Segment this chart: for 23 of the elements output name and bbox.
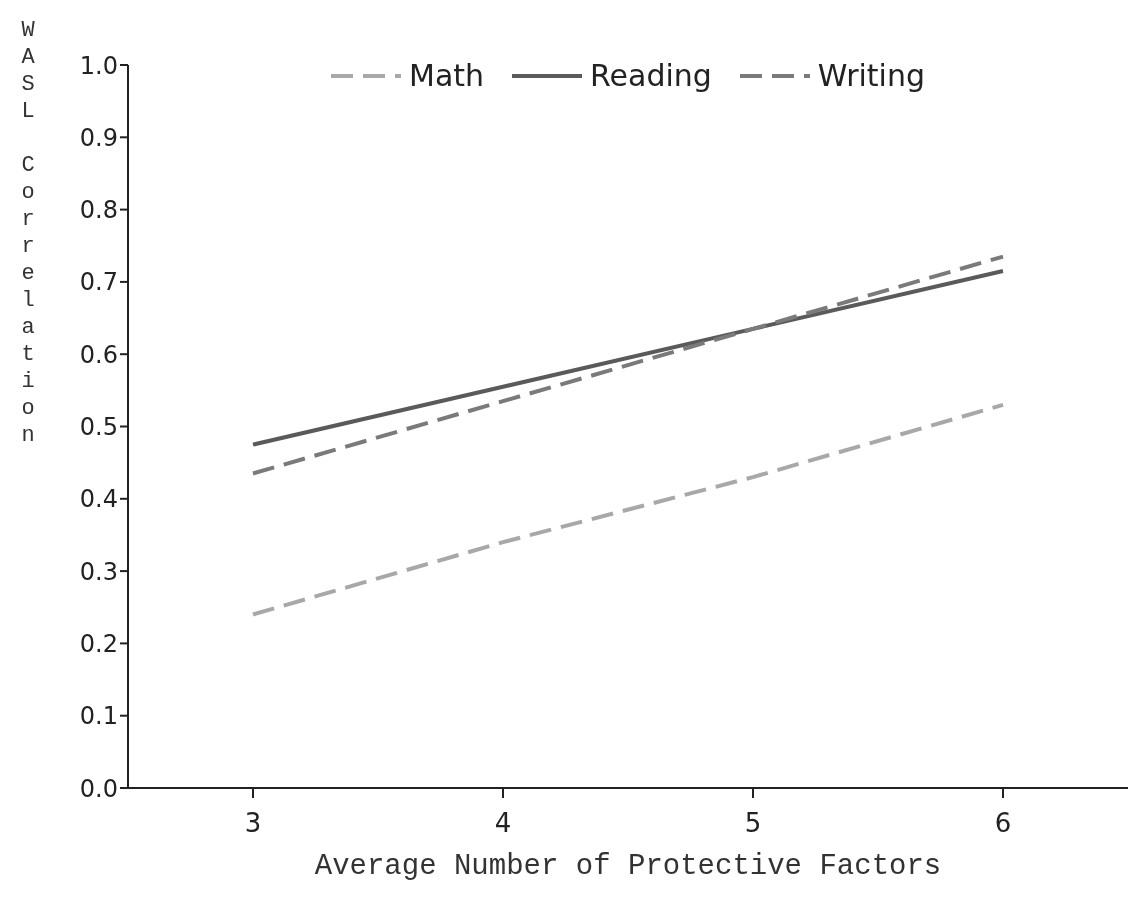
x-tick-label: 4 <box>494 808 512 839</box>
x-tick-label: 5 <box>744 808 762 839</box>
legend-label: Writing <box>816 58 925 93</box>
line-series <box>251 402 1005 617</box>
y-tick-label: 0.0 <box>79 774 118 803</box>
y-tick-label: 0.9 <box>79 123 118 152</box>
y-tick-label: 0.4 <box>79 485 118 514</box>
legend-label: Reading <box>589 58 712 93</box>
y-axis-title: WASL Correlation <box>15 18 41 452</box>
y-tick-label: 0.6 <box>79 340 118 369</box>
y-tick-label: 1.0 <box>79 51 118 80</box>
x-tick-label: 6 <box>994 808 1012 839</box>
y-tick-label: 0.8 <box>79 196 118 225</box>
line-series <box>251 269 1005 447</box>
y-tick-label: 0.2 <box>79 629 118 658</box>
x-axis-title: Average Number of Protective Factors <box>314 850 942 883</box>
x-tick-label: 3 <box>244 808 262 839</box>
y-tick-label: 0.1 <box>79 702 118 731</box>
legend-label: Math <box>408 58 485 93</box>
y-tick-label: 0.5 <box>79 413 118 442</box>
line-series <box>251 254 1005 476</box>
y-tick-label: 0.7 <box>79 268 118 297</box>
y-tick-label: 0.3 <box>79 557 118 586</box>
